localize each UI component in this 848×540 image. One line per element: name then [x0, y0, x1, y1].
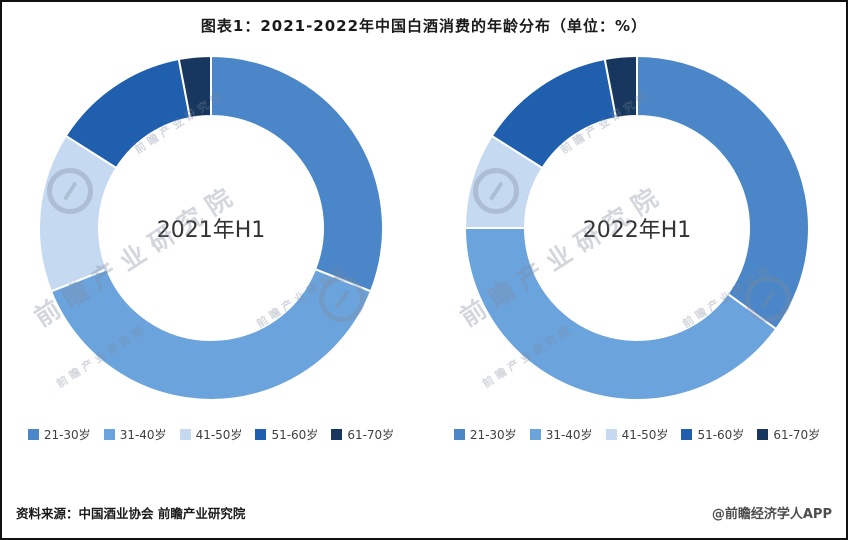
legend-item: 61-70岁 — [757, 426, 820, 443]
legend-label: 41-50岁 — [195, 428, 243, 442]
legend-item: 21-30岁 — [27, 426, 91, 443]
donut-slice-31-40岁 — [463, 227, 778, 401]
donut-svg-2021 — [38, 54, 384, 401]
legend-item: 21-30岁 — [453, 426, 517, 443]
legend-item: 41-50岁 — [179, 426, 243, 443]
donut-slice-21-30岁 — [636, 54, 810, 331]
legend-swatch — [453, 429, 465, 440]
legend-item: 61-70岁 — [331, 426, 394, 443]
donut-slice-61-70岁 — [177, 54, 212, 120]
legend-label: 41-50岁 — [621, 428, 669, 442]
legend-swatch — [255, 429, 267, 440]
donut-slice-21-30岁 — [210, 54, 384, 293]
source-note: 资料来源：中国酒业协会 前瞻产业研究院 — [16, 506, 246, 521]
donut-slice-31-40岁 — [49, 267, 373, 401]
legend-swatch — [529, 429, 541, 440]
legend-label: 61-70岁 — [773, 428, 821, 442]
legend-swatch — [103, 429, 115, 440]
legend-item: 51-60岁 — [255, 426, 318, 443]
legend-item: 31-40岁 — [529, 426, 593, 443]
legend-label: 61-70岁 — [347, 428, 395, 442]
legend-swatch — [681, 429, 693, 440]
legend-swatch — [179, 429, 191, 440]
legend-label: 31-40岁 — [545, 428, 593, 442]
legend-label: 21-30岁 — [469, 428, 517, 442]
legend-label: 51-60岁 — [697, 428, 745, 442]
donut-slice-61-70岁 — [603, 54, 638, 120]
legend-label: 31-40岁 — [119, 428, 167, 442]
legend-item: 41-50岁 — [605, 426, 669, 443]
donut-svg-2022 — [463, 54, 810, 401]
legend-swatch — [331, 429, 343, 440]
legend-item: 51-60岁 — [681, 426, 744, 443]
legend-label: 51-60岁 — [271, 428, 319, 442]
legend-item: 31-40岁 — [103, 426, 167, 443]
legend-swatch — [27, 429, 39, 440]
donut-area-2022: 2022年H1 前瞻产业研究院 前瞻产业研究院 前瞻产业研究院 前瞻产业研究院 — [457, 48, 817, 408]
figure-footer: 资料来源：中国酒业协会 前瞻产业研究院 @前瞻经济学人APP — [16, 503, 832, 522]
chart-title: 图表1：2021-2022年中国白酒消费的年龄分布（单位：%） — [200, 17, 648, 35]
donut-chart-2021h1: 2021年H1 前瞻产业研究院 前瞻产业研究院 前瞻产业研究院 前瞻产业研究院 … — [18, 48, 404, 443]
credit-note: @前瞻经济学人APP — [711, 507, 832, 522]
legend-swatch — [605, 429, 617, 440]
legend-2021: 21-30岁 31-40岁 41-50岁 51-60岁 61-70岁 — [18, 426, 404, 443]
legend-label: 21-30岁 — [43, 428, 91, 442]
legend-swatch — [757, 429, 769, 440]
charts-row: 2021年H1 前瞻产业研究院 前瞻产业研究院 前瞻产业研究院 前瞻产业研究院 … — [2, 36, 846, 443]
donut-area-2021: 2021年H1 前瞻产业研究院 前瞻产业研究院 前瞻产业研究院 前瞻产业研究院 — [31, 48, 391, 408]
legend-2022: 21-30岁 31-40岁 41-50岁 51-60岁 61-70岁 — [444, 426, 830, 443]
donut-chart-2022h1: 2022年H1 前瞻产业研究院 前瞻产业研究院 前瞻产业研究院 前瞻产业研究院 … — [444, 48, 830, 443]
